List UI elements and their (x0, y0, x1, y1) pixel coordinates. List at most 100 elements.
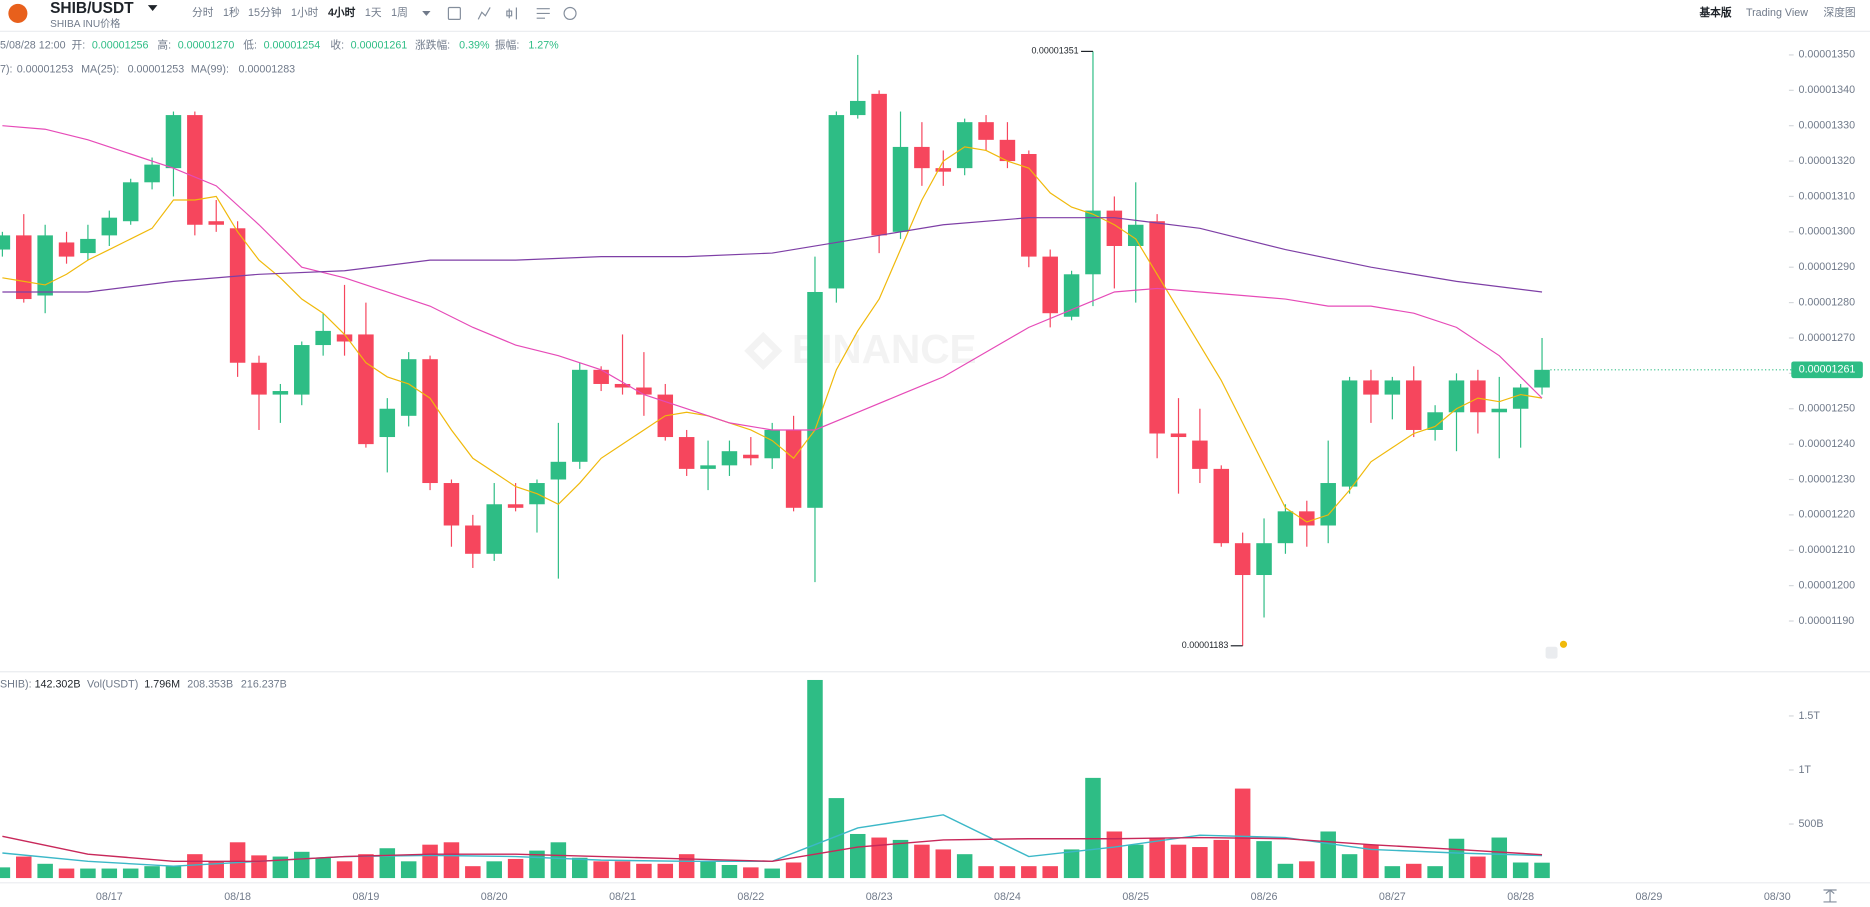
volume-legend-value: 142.302B (35, 679, 81, 691)
interval[interactable]: 分时 (192, 6, 214, 19)
candle-body (1042, 256, 1058, 314)
candle-body (251, 362, 267, 395)
x-tick-label: 08/24 (994, 891, 1021, 903)
view-tab[interactable]: 基本版 (1698, 6, 1731, 19)
candle-body (0, 235, 11, 250)
y-tick-label: 0.00001320 (1798, 155, 1855, 167)
volume-bar (914, 844, 930, 879)
candle-body (785, 429, 802, 508)
candle-body (486, 504, 502, 554)
candle-body (764, 429, 780, 459)
candle-body (1534, 369, 1550, 388)
view-tab[interactable]: 深度图 (1823, 6, 1855, 19)
volume-bar (58, 868, 75, 879)
volume-bar (807, 679, 823, 879)
icon[interactable] (536, 8, 550, 19)
candle-body (315, 330, 331, 346)
candle-body (229, 228, 246, 363)
candle-body (935, 168, 952, 172)
volume-bar (700, 861, 716, 879)
volume-bar (1534, 862, 1550, 879)
candle-body (1427, 412, 1443, 430)
y-tick-label: 0.00001230 (1798, 473, 1855, 485)
candle-body (1063, 274, 1080, 317)
volume-bar (486, 861, 502, 879)
volume-bar (1363, 844, 1379, 879)
candle-body (422, 359, 438, 484)
volume-bar (1106, 831, 1123, 879)
candle-body (400, 359, 417, 416)
candle-body (465, 525, 481, 554)
x-tick-label: 08/26 (1251, 891, 1278, 903)
candle-body (550, 461, 567, 480)
interval[interactable]: 1秒 (223, 6, 240, 19)
volume-bar (572, 857, 588, 879)
candle-body (914, 146, 930, 169)
volume-bar (1320, 831, 1336, 879)
alert-icon[interactable] (1545, 640, 1568, 659)
volume-bar (229, 842, 246, 879)
interval[interactable]: 4小时 (328, 6, 356, 19)
candle-body (1170, 433, 1187, 438)
candle-body (37, 235, 53, 296)
interval[interactable]: 1周 (391, 7, 408, 19)
interval[interactable]: 15分钟 (248, 6, 282, 19)
interval[interactable]: 1天 (365, 7, 382, 19)
y-tick-label: 0.00001290 (1798, 261, 1855, 273)
icon[interactable] (447, 6, 461, 20)
volume-bar (1170, 844, 1187, 879)
ohlc-value: 0.00001261 (351, 39, 408, 51)
volume-bar (1491, 837, 1508, 879)
icon-dot[interactable] (1559, 640, 1568, 648)
y-tick-label: 500B (1798, 818, 1823, 830)
volume-bar (1277, 863, 1294, 879)
y-tick-label: 0.00001330 (1798, 120, 1855, 132)
candle-body (165, 115, 182, 169)
icon[interactable] (506, 7, 517, 20)
legend-value: 0.00001253 (17, 63, 74, 75)
volume-bar (400, 861, 417, 879)
volume-bar (16, 856, 32, 879)
volume-legend-name: Vol(USDT) (87, 679, 138, 691)
candle-body (1341, 380, 1358, 487)
interval[interactable]: 1小时 (291, 6, 319, 19)
candle-body (1085, 210, 1101, 275)
candle-body (187, 115, 203, 225)
candle-body (1021, 153, 1037, 257)
volume-bar (785, 862, 802, 879)
pair-caret[interactable] (147, 5, 158, 12)
legend-name: MA(25): (81, 63, 119, 75)
volume-bar (828, 798, 845, 879)
volume-legend-name: SHIB): (0, 679, 32, 691)
candle-body (1213, 468, 1230, 544)
candle-body (743, 454, 759, 459)
axis-settings-icon[interactable] (1823, 889, 1837, 903)
volume-bar (101, 868, 118, 879)
candle-body (700, 465, 716, 469)
volume-bar (507, 858, 524, 879)
icon[interactable] (563, 6, 577, 20)
pair[interactable]: SHIB/USDT (50, 0, 134, 17)
x-tick-label: 08/30 (1764, 891, 1791, 903)
volume-bar (122, 868, 139, 879)
coin-logo (8, 3, 28, 23)
volume-bar (422, 844, 438, 879)
x-tick-label: 08/23 (866, 891, 893, 903)
ohlc-label: 低: (243, 38, 257, 51)
volume-bar (1470, 856, 1486, 879)
candle-body (1363, 380, 1379, 395)
candle-body (358, 334, 374, 445)
y-tick-label: 1T (1798, 764, 1811, 776)
subtitle: SHIBA INU价格 (50, 17, 120, 30)
view-tab[interactable]: Trading View (1746, 7, 1808, 19)
toolbar-icons (447, 6, 577, 20)
more-caret[interactable] (422, 11, 431, 16)
volume-bar (80, 868, 96, 879)
volume-bar (165, 866, 182, 879)
icon[interactable] (1545, 646, 1558, 659)
candle-body (978, 122, 994, 140)
icon[interactable] (477, 7, 491, 20)
ma-line (2, 125, 1543, 431)
volume-bar (1127, 844, 1144, 879)
